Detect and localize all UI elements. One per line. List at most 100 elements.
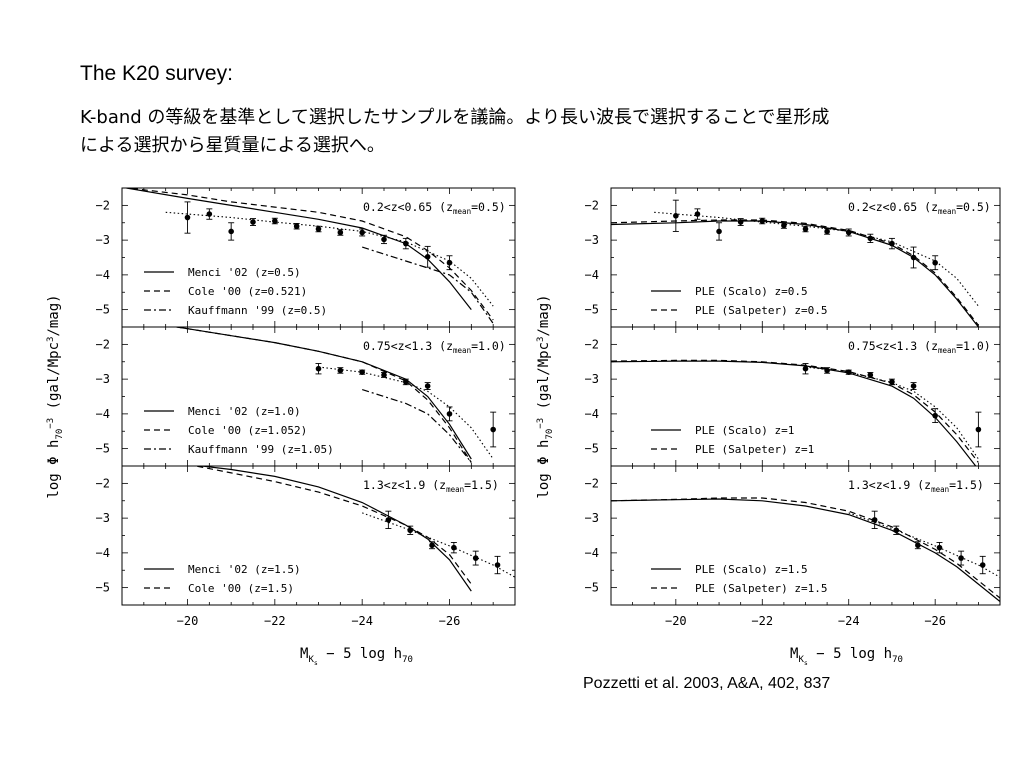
y-tick-label: −3 <box>585 511 599 525</box>
series-line-solid <box>611 498 1000 602</box>
data-point <box>845 229 852 236</box>
series-line-dashed <box>122 188 494 321</box>
data-point <box>381 372 387 378</box>
series-line-solid <box>196 466 472 592</box>
data-point <box>845 369 852 375</box>
x-tick-label: −20 <box>665 614 687 628</box>
redshift-label: 1.3<z<1.9 (zmean=1.5) <box>848 478 984 494</box>
y-tick-label: −5 <box>96 442 110 456</box>
data-point <box>472 555 479 561</box>
data-point <box>979 562 986 568</box>
data-point <box>824 228 830 235</box>
y-tick-label: −4 <box>585 268 599 282</box>
redshift-label: 0.2<z<0.65 (zmean=0.5) <box>848 200 991 216</box>
citation: Pozzetti et al. 2003, A&A, 402, 837 <box>583 675 831 692</box>
legend-label: PLE (Scalo) z=0.5 <box>695 285 808 298</box>
data-point <box>446 259 453 266</box>
data-point <box>871 517 878 523</box>
panel-2: −2 −3 −4 −5 0.75<z<1.3 (zmean=1.0) PLE (Scalo… <box>585 326 1001 467</box>
legend-label: PLE (Salpeter) z=1.5 <box>695 582 827 595</box>
data-point <box>381 236 387 243</box>
y-tick-label: −5 <box>96 303 110 317</box>
data-point <box>694 211 701 217</box>
chart-left: −2 −3 −4 −5 0.2<z<0.65 (zmean=0.5) Menci '02 … <box>46 187 516 667</box>
panel-3: −2 −3 −4 −5 1.3<z<1.9 (zmean=1.5) Menci '02 (… <box>96 465 516 606</box>
series-line-dotted <box>805 366 979 460</box>
data-point <box>293 223 300 230</box>
data-point <box>958 555 964 561</box>
slide-subtitle: K-band の等級を基準として選択したサンプルを議論。より長い波長で選択するこ… <box>80 104 980 160</box>
y-tick-label: −3 <box>585 372 599 386</box>
redshift-label: 0.75<z<1.3 (zmean=1.0) <box>363 339 506 355</box>
legend-label: Cole '00 (z=1.052) <box>188 424 307 437</box>
y-tick-label: −3 <box>96 372 110 386</box>
data-point <box>781 222 787 229</box>
y-tick-label: −5 <box>585 581 599 595</box>
data-point <box>337 229 344 236</box>
legend-label: Cole '00 (z=1.5) <box>188 582 294 595</box>
legend-label: PLE (Salpeter) z=0.5 <box>695 304 827 317</box>
series-line-dashed <box>172 327 472 463</box>
panel-3: −2 −3 −4 −5 1.3<z<1.9 (zmean=1.5) PLE (Scalo)… <box>585 465 1001 606</box>
panel-2: −2 −3 −4 −5 0.75<z<1.3 (zmean=1.0) Menci '02 … <box>96 326 516 467</box>
x-tick-label: −24 <box>351 614 373 628</box>
data-point <box>889 379 895 385</box>
x-tick-label: −20 <box>177 614 199 628</box>
y-tick-label: −2 <box>96 337 110 351</box>
y-tick-label: −3 <box>96 511 110 525</box>
data-point <box>867 372 874 378</box>
data-point <box>932 412 938 419</box>
y-tick-label: −4 <box>96 407 110 421</box>
series-line-dashed <box>193 466 472 585</box>
data-point <box>407 527 414 534</box>
x-tick-label: −22 <box>751 614 773 628</box>
y-tick-label: −5 <box>585 303 599 317</box>
panel-1: −2 −3 −4 −5 0.2<z<0.65 (zmean=0.5) Menci '02 … <box>96 187 516 328</box>
data-point <box>315 226 322 232</box>
data-point <box>184 214 191 221</box>
x-axis-label: MKs − 5 log h70 <box>300 646 413 667</box>
data-point <box>403 240 409 247</box>
data-point <box>451 544 457 551</box>
data-point <box>802 226 809 232</box>
data-point <box>716 228 722 235</box>
subtitle-line-2: による選択から星質量による選択へ。 <box>80 135 385 156</box>
data-point <box>446 411 453 417</box>
data-point <box>737 219 744 225</box>
x-tick-label: −26 <box>439 614 461 628</box>
y-tick-label: −4 <box>585 407 599 421</box>
legend-label: Kauffmann '99 (z=1.05) <box>188 443 334 456</box>
y-tick-label: −2 <box>96 198 110 212</box>
data-point <box>424 254 431 260</box>
y-tick-label: −2 <box>585 476 599 490</box>
data-point <box>936 544 943 551</box>
data-point <box>932 259 938 266</box>
subtitle-line-1: K-band の等級を基準として選択したサンプルを議論。より長い波長で選択するこ… <box>80 107 830 128</box>
data-point <box>889 240 895 247</box>
legend-label: PLE (Scalo) z=1 <box>695 424 794 437</box>
y-tick-label: −2 <box>585 198 599 212</box>
y-tick-label: −5 <box>585 442 599 456</box>
data-point <box>206 211 213 217</box>
legend-label: Menci '02 (z=1.0) <box>188 405 301 418</box>
series-line-dashdot <box>362 246 494 324</box>
series-line-solid <box>122 188 472 310</box>
y-tick-label: −5 <box>96 581 110 595</box>
series-line-dotted <box>848 512 1000 578</box>
legend-label: PLE (Scalo) z=1.5 <box>695 563 808 576</box>
data-point <box>359 369 365 375</box>
data-point <box>490 426 496 433</box>
data-point <box>228 228 234 235</box>
y-tick-label: −3 <box>585 233 599 247</box>
data-point <box>403 379 409 385</box>
y-tick-label: −4 <box>585 546 599 560</box>
slide-title: The K20 survey: <box>80 62 233 85</box>
data-point <box>910 254 917 261</box>
data-point <box>915 542 921 549</box>
y-axis-label: log Φ h70−3 (gal/Mpc3/mag) <box>536 294 555 498</box>
legend-label: Menci '02 (z=1.5) <box>188 563 301 576</box>
x-tick-label: −22 <box>264 614 286 628</box>
data-point <box>337 367 344 374</box>
y-tick-label: −2 <box>96 476 110 490</box>
